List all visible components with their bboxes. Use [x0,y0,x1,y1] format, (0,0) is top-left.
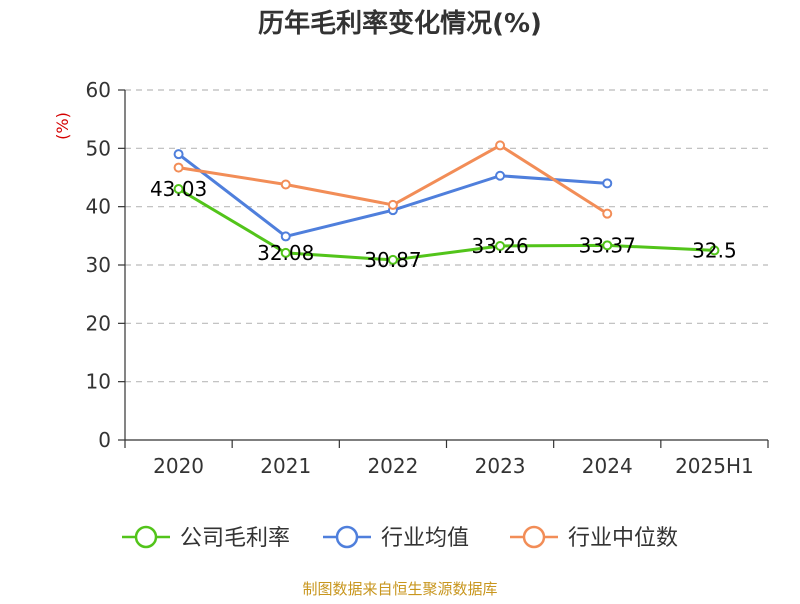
grid-lines [125,89,768,383]
y-tick-label: 30 [86,253,111,277]
data-point[interactable] [173,183,184,194]
data-point[interactable] [173,162,184,173]
legend[interactable]: 公司毛利率 行业均值 行业中位数 [122,525,678,551]
data-point[interactable] [495,140,506,151]
data-point[interactable] [280,179,291,190]
y-tick-label: 50 [86,136,111,160]
data-point[interactable] [280,231,291,242]
data-point[interactable] [709,245,720,256]
axes: 0 10 20 30 40 50 60 2020 2021 2022 2023 2024 2025H1 [86,78,769,478]
data-point[interactable] [387,254,398,265]
series-line [177,187,715,262]
legend-label: 公司毛利率 [180,526,290,551]
source-note: 制图数据来自恒生聚源数据库 [302,580,497,598]
series-0 [173,183,720,265]
y-tick-label: 20 [86,311,111,335]
y-axis-unit-label: (%) [53,112,72,140]
series-1 [173,149,613,242]
y-tick-label: 10 [86,370,111,394]
legend-label: 行业均值 [381,526,469,551]
data-point[interactable] [173,149,184,160]
y-tick-label: 60 [86,78,111,102]
x-tick-label: 2021 [260,454,311,478]
series-2 [173,140,613,219]
data-label: 32.5 [692,238,737,262]
y-tick-label: 0 [98,428,111,452]
data-label: 30.87 [364,248,421,272]
data-point[interactable] [602,208,613,219]
x-tick-label: 2023 [475,454,526,478]
x-tick-label: 2020 [153,454,204,478]
data-point[interactable] [602,240,613,251]
legend-swatch-marker [335,525,359,549]
legend-item-2[interactable]: 行业中位数 [510,525,678,551]
legend-swatch-marker [134,525,158,549]
data-label: 32.08 [257,241,314,265]
x-tick-label: 2024 [582,454,633,478]
legend-item-0[interactable]: 公司毛利率 [122,525,290,551]
data-point[interactable] [602,178,613,189]
chart-title: 历年毛利率变化情况(%) [258,8,542,39]
x-tick-label: 2025H1 [675,454,754,478]
data-labels: 43.03 32.08 30.87 33.26 33.37 32.5 [150,177,737,272]
data-label: 43.03 [150,177,207,201]
y-tick-label: 40 [86,195,111,219]
data-label: 33.26 [471,234,528,258]
data-point[interactable] [495,240,506,251]
x-tick-label: 2022 [367,454,418,478]
legend-swatch-marker [522,525,546,549]
data-point[interactable] [387,199,398,210]
data-point[interactable] [495,170,506,181]
legend-label: 行业中位数 [568,526,678,551]
series-line [177,152,608,238]
legend-item-1[interactable]: 行业均值 [323,525,469,551]
data-label: 33.37 [579,233,636,257]
series-layer [173,140,720,265]
data-point[interactable] [280,247,291,258]
